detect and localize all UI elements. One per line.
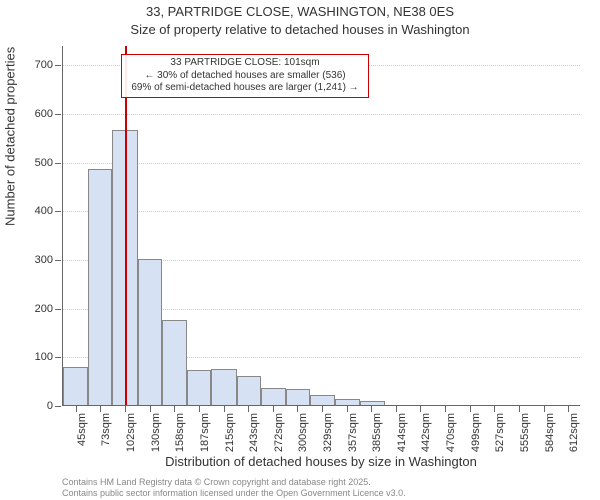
x-tick [568, 406, 569, 412]
x-axis-label: Distribution of detached houses by size … [62, 454, 580, 469]
x-tick-label: 612sqm [568, 413, 580, 452]
x-tick-label: 442sqm [420, 413, 432, 452]
x-tick [150, 406, 151, 412]
y-tick-label: 700 [35, 59, 53, 71]
x-tick-label: 158sqm [174, 413, 186, 452]
x-tick [445, 406, 446, 412]
plot-area: 010020030040050060070045sqm73sqm102sqm13… [62, 46, 580, 406]
histogram-bar [162, 320, 187, 405]
x-tick [519, 406, 520, 412]
x-tick [347, 406, 348, 412]
x-tick-label: 329sqm [322, 413, 334, 452]
attribution-text: Contains HM Land Registry data © Crown c… [62, 477, 406, 498]
x-tick-label: 187sqm [199, 413, 211, 452]
x-tick-label: 584sqm [544, 413, 556, 452]
x-tick [470, 406, 471, 412]
histogram-bar [88, 169, 112, 405]
y-tick [55, 211, 61, 212]
x-tick-label: 130sqm [150, 413, 162, 452]
y-tick-label: 200 [35, 303, 53, 315]
histogram-bar [261, 388, 286, 405]
gridline [63, 211, 580, 212]
x-tick-label: 300sqm [297, 413, 309, 452]
histogram-bar [286, 389, 310, 405]
attribution-line-2: Contains public sector information licen… [62, 488, 406, 498]
highlight-annotation: 33 PARTRIDGE CLOSE: 101sqm← 30% of detac… [121, 54, 369, 98]
x-tick-label: 102sqm [125, 413, 137, 452]
x-tick [100, 406, 101, 412]
x-tick [199, 406, 200, 412]
chart-subtitle: Size of property relative to detached ho… [0, 22, 600, 37]
histogram-bar [310, 395, 335, 405]
y-tick [55, 260, 61, 261]
y-axis-label: Number of detached properties [3, 47, 18, 226]
histogram-bar [237, 376, 261, 405]
x-tick [273, 406, 274, 412]
histogram-bar [211, 369, 236, 405]
annotation-line: 69% of semi-detached houses are larger (… [128, 82, 362, 95]
y-tick-label: 600 [35, 108, 53, 120]
x-tick-label: 414sqm [396, 413, 408, 452]
x-tick [396, 406, 397, 412]
histogram-bar [335, 399, 359, 405]
x-tick [248, 406, 249, 412]
y-tick-label: 100 [35, 351, 53, 363]
x-tick-label: 499sqm [470, 413, 482, 452]
chart-container: 33, PARTRIDGE CLOSE, WASHINGTON, NE38 0E… [0, 0, 600, 500]
y-tick-label: 500 [35, 157, 53, 169]
x-tick [420, 406, 421, 412]
histogram-bar [63, 367, 88, 405]
x-tick [174, 406, 175, 412]
y-tick [55, 406, 61, 407]
y-tick-label: 0 [47, 400, 53, 412]
x-tick-label: 73sqm [100, 413, 112, 446]
x-tick [371, 406, 372, 412]
x-tick [544, 406, 545, 412]
x-tick-label: 385sqm [371, 413, 383, 452]
property-marker-line [125, 46, 127, 405]
attribution-line-1: Contains HM Land Registry data © Crown c… [62, 477, 406, 487]
x-tick [224, 406, 225, 412]
annotation-line: 33 PARTRIDGE CLOSE: 101sqm [128, 57, 362, 70]
y-tick [55, 65, 61, 66]
x-tick-label: 45sqm [76, 413, 88, 446]
histogram-bar [187, 370, 211, 405]
gridline [63, 114, 580, 115]
y-tick [55, 309, 61, 310]
x-tick [76, 406, 77, 412]
x-tick [125, 406, 126, 412]
x-tick [494, 406, 495, 412]
histogram-bar [360, 401, 385, 405]
x-tick-label: 527sqm [494, 413, 506, 452]
x-tick-label: 555sqm [519, 413, 531, 452]
x-tick [297, 406, 298, 412]
y-tick [55, 357, 61, 358]
histogram-bar [138, 259, 162, 405]
x-tick-label: 272sqm [273, 413, 285, 452]
x-tick-label: 470sqm [445, 413, 457, 452]
x-tick-label: 243sqm [248, 413, 260, 452]
y-tick-label: 300 [35, 254, 53, 266]
y-tick [55, 163, 61, 164]
x-tick-label: 215sqm [224, 413, 236, 452]
x-tick-label: 357sqm [347, 413, 359, 452]
annotation-line: ← 30% of detached houses are smaller (53… [128, 70, 362, 83]
gridline [63, 163, 580, 164]
x-tick [322, 406, 323, 412]
y-tick-label: 400 [35, 205, 53, 217]
chart-title: 33, PARTRIDGE CLOSE, WASHINGTON, NE38 0E… [0, 4, 600, 19]
y-tick [55, 114, 61, 115]
